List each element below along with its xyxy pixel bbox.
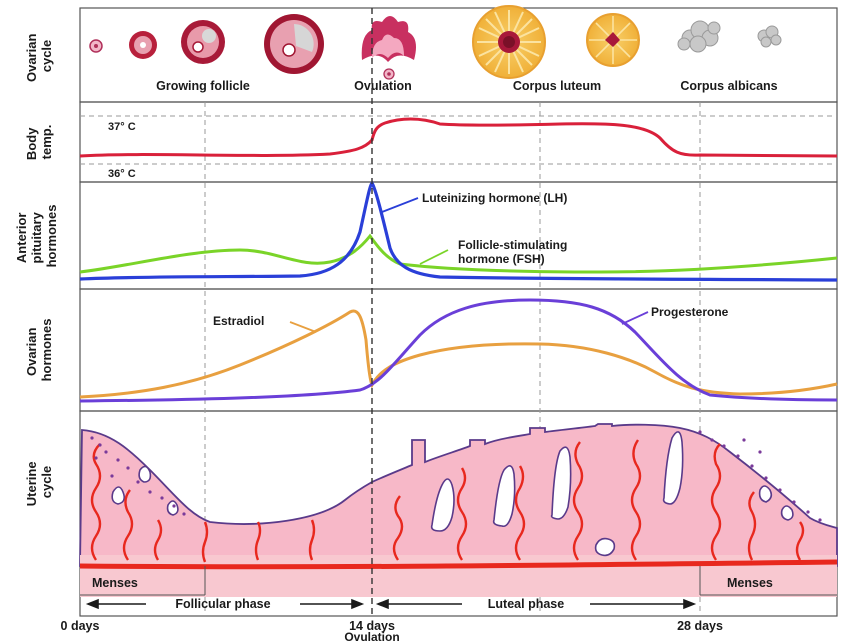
- phase-arrows: Follicular phase Luteal phase: [85, 597, 697, 611]
- timeline: 0 days 14 days Ovulation 28 days: [61, 619, 723, 644]
- menses-right-label: Menses: [727, 576, 773, 590]
- follicle-icon-2: [129, 31, 157, 59]
- fsh-curve: [79, 233, 838, 274]
- temperature-curve: [79, 117, 838, 158]
- follicle-icon-4: [264, 14, 324, 74]
- progesterone-label: Progesterone: [651, 305, 729, 319]
- corpus-luteum-icon-2: [586, 13, 640, 67]
- ovary-stage-labels: Growing follicle Ovulation Corpus luteum…: [156, 79, 778, 93]
- ovarian-cycle-label: Ovarian cycle: [24, 30, 54, 82]
- corpus-albicans-icon-1: [677, 20, 721, 53]
- estradiol-label: Estradiol: [213, 314, 264, 328]
- uterine-panel: Menses Menses: [79, 423, 838, 597]
- luteal-arrowhead-left: [375, 598, 389, 610]
- pituitary-panel: Luteinizing hormone (LH) Follicle-stimul…: [79, 180, 838, 282]
- day-28-label: 28 days: [677, 619, 723, 633]
- estradiol-pointer: [289, 321, 317, 333]
- day-0-label: 0 days: [61, 619, 100, 633]
- temp-36-label: 36° C: [108, 168, 136, 180]
- fsh-label-line1: Follicle-stimulating: [458, 238, 567, 252]
- follicular-phase-label: Follicular phase: [175, 597, 270, 611]
- body-temp-panel: 37° C 36° C: [79, 115, 838, 180]
- body-temp-frame: [79, 101, 838, 183]
- growing-follicle-label: Growing follicle: [156, 79, 250, 93]
- basal-vessel: [79, 559, 838, 570]
- ovarian-hormones-panel: Estradiol Progesterone: [79, 298, 838, 403]
- ovarian-stage-icons: [89, 5, 782, 80]
- lh-pointer: [381, 197, 419, 213]
- fsh-pointer: [419, 249, 449, 265]
- lh-curve: [79, 180, 838, 282]
- menses-boxes: [80, 566, 837, 596]
- day-14-label: 14 days: [349, 619, 395, 633]
- gland-lumens: [111, 431, 794, 557]
- follicular-arrowhead-left: [85, 598, 99, 610]
- corpus-luteum-label: Corpus luteum: [513, 79, 601, 93]
- uterine-cycle-label: Uterine cycle: [24, 458, 54, 506]
- corpus-albicans-label: Corpus albicans: [680, 79, 777, 93]
- ovulation-stage-label: Ovulation: [354, 79, 412, 93]
- pituitary-label: Anterior pituitary hormones: [14, 205, 59, 268]
- follicular-arrowhead-right: [351, 598, 365, 610]
- progesterone-curve: [79, 298, 838, 403]
- ovulation-time-label: Ovulation: [344, 630, 399, 644]
- fsh-label-line2: hormone (FSH): [458, 252, 545, 266]
- luteal-phase-label: Luteal phase: [488, 597, 564, 611]
- shedding-debris: [90, 430, 822, 522]
- ovarian-hormones-label: Ovarian hormones: [24, 319, 54, 382]
- day-guides: [204, 102, 701, 616]
- body-temp-label: Body temp.: [24, 124, 54, 160]
- temp-37-label: 37° C: [108, 121, 136, 133]
- side-labels: Ovarian cycle Body temp. Anterior pituit…: [14, 30, 59, 507]
- follicle-icon-3: [181, 20, 225, 64]
- follicle-icon-1: [89, 39, 103, 53]
- spiral-arteries: [90, 439, 805, 563]
- ovulation-icon: [361, 16, 416, 80]
- estradiol-curve: [79, 309, 838, 399]
- corpus-luteum-icon-1: [472, 5, 546, 79]
- corpus-albicans-icon-2: [757, 25, 782, 48]
- progesterone-pointer: [621, 311, 649, 325]
- lh-label: Luteinizing hormone (LH): [422, 191, 567, 205]
- luteal-arrowhead-right: [683, 598, 697, 610]
- menses-left-label: Menses: [92, 576, 138, 590]
